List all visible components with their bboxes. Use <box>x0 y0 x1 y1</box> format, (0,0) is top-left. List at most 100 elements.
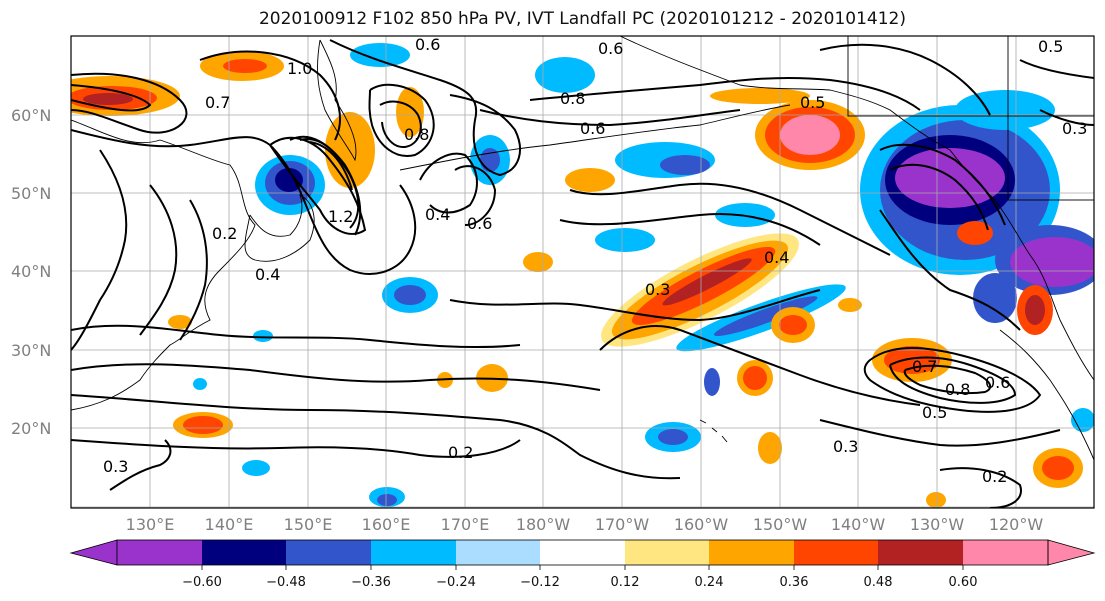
contour-line <box>71 439 521 458</box>
colorbar-segment <box>794 540 878 565</box>
contour-line <box>179 199 208 341</box>
contour-line <box>199 50 341 141</box>
positive-anomaly-region <box>662 258 752 306</box>
contour-label: 0.4 <box>255 265 280 284</box>
contour-label: 0.6 <box>415 35 440 54</box>
colorbar-tick-label: −0.24 <box>436 575 476 590</box>
positive-anomaly-region <box>565 168 615 192</box>
lon-tick-label: 140°W <box>831 515 886 534</box>
colorbar-tick-label: −0.36 <box>351 575 391 590</box>
lon-tick-label: 150°E <box>284 515 333 534</box>
lat-tick-label: 60°N <box>11 106 51 125</box>
lon-tick-label: 130°E <box>126 515 175 534</box>
hawaii-islands <box>699 419 728 443</box>
negative-anomaly-region <box>275 168 303 192</box>
colorbar-tick-label: 0.36 <box>780 575 809 590</box>
contour-line <box>454 165 497 226</box>
contour-line <box>879 209 1021 331</box>
lat-tick-label: 30°N <box>11 341 51 360</box>
contour-lines <box>71 39 1094 508</box>
contour-label: 0.3 <box>103 457 128 476</box>
contour-label: 0.6 <box>985 373 1010 392</box>
contour-line <box>819 43 991 116</box>
contour-line <box>368 83 435 157</box>
contour-label: 0.7 <box>205 93 230 112</box>
contour-label-layer: 0.6 0.6 0.5 1.0 0.7 0.8 0.8 0.6 0.5 0.3 … <box>103 35 1087 486</box>
contour-label: 0.5 <box>800 93 825 112</box>
colorbar-tick-label: 0.24 <box>695 575 724 590</box>
lon-tick-label: 130°W <box>910 515 965 534</box>
colorbar-tick-label: 0.48 <box>864 575 893 590</box>
lat-tick-label: 20°N <box>11 419 51 438</box>
negative-anomaly-region <box>704 368 720 396</box>
colorbar-tick-label: 0.12 <box>611 575 640 590</box>
negative-anomaly-region <box>193 378 207 390</box>
contour-line <box>863 347 1042 413</box>
colorbar-tick-label: −0.12 <box>520 575 560 590</box>
positive-anomaly-region <box>1025 295 1045 325</box>
contour-label: 1.2 <box>328 207 353 226</box>
contour-label: 0.6 <box>598 39 623 58</box>
asia-coastline <box>71 119 256 411</box>
contour-line <box>329 39 521 177</box>
colorbar-extend-low <box>69 539 118 566</box>
positive-anomaly-region <box>710 88 810 104</box>
contour-line <box>71 149 128 351</box>
contour-line <box>529 76 921 111</box>
lat-tick-label: 50°N <box>11 184 51 203</box>
positive-anomaly-region <box>1042 456 1074 480</box>
kamchatka-coastline <box>317 39 357 162</box>
positive-anomaly-region <box>884 346 940 374</box>
negative-anomaly-region <box>595 228 655 252</box>
contour-line <box>309 141 353 191</box>
contour-line <box>569 182 891 256</box>
contour-label: 0.6 <box>580 119 605 138</box>
contour-line <box>889 163 989 231</box>
colorbar-segment <box>456 540 540 565</box>
gridlines <box>71 36 1094 508</box>
negative-anomaly-region <box>242 460 270 476</box>
negative-anomaly-region <box>253 330 273 342</box>
negative-anomaly-region <box>1071 408 1094 432</box>
colorbar-segment <box>117 540 202 565</box>
contour-label: 0.5 <box>922 403 947 422</box>
figure-title: 2020100912 F102 850 hPa PV, IVT Landfall… <box>258 9 906 29</box>
aleutian-islands <box>399 104 791 171</box>
inset-box <box>847 36 1009 117</box>
contour-line <box>903 364 992 395</box>
colorbar-segment <box>878 540 963 565</box>
lon-tick-label: 140°E <box>205 515 254 534</box>
contour-line <box>1019 59 1094 79</box>
colorbar-segment <box>286 540 371 565</box>
positive-anomaly-region <box>957 221 993 245</box>
colorbar: −0.60 −0.48 −0.36 −0.24 −0.12 0.12 0.24 … <box>69 539 1096 590</box>
lat-tick-label: 40°N <box>11 262 51 281</box>
contour-line <box>109 439 172 491</box>
contour-line <box>71 394 681 480</box>
japan-coastline <box>244 194 315 262</box>
colorbar-segment <box>963 540 1048 565</box>
positive-anomaly-region <box>838 298 862 312</box>
contour-line <box>289 135 362 236</box>
contour-line <box>939 467 1022 508</box>
colorbar-segment <box>625 540 709 565</box>
contour-line <box>71 363 601 391</box>
negative-anomaly-region <box>713 296 818 337</box>
contour-line <box>559 213 821 246</box>
contour-line <box>71 324 521 349</box>
negative-anomaly-region <box>1010 237 1094 287</box>
contour-label: 1.0 <box>287 59 312 78</box>
positive-anomaly-region <box>168 315 192 329</box>
contour-line <box>139 184 178 336</box>
lon-tick-label: 120°W <box>989 515 1044 534</box>
lon-tick-label: 170°E <box>441 515 490 534</box>
contour-line <box>819 419 1061 447</box>
contour-line <box>71 129 417 275</box>
map-frame <box>70 35 1095 509</box>
contour-label: 0.6 <box>467 214 492 233</box>
positive-anomaly-region <box>523 252 553 272</box>
contour-label: 0.8 <box>560 89 585 108</box>
negative-anomaly-region <box>394 285 426 305</box>
colorbar-extend-high <box>1047 539 1096 566</box>
contour-line <box>299 138 360 229</box>
